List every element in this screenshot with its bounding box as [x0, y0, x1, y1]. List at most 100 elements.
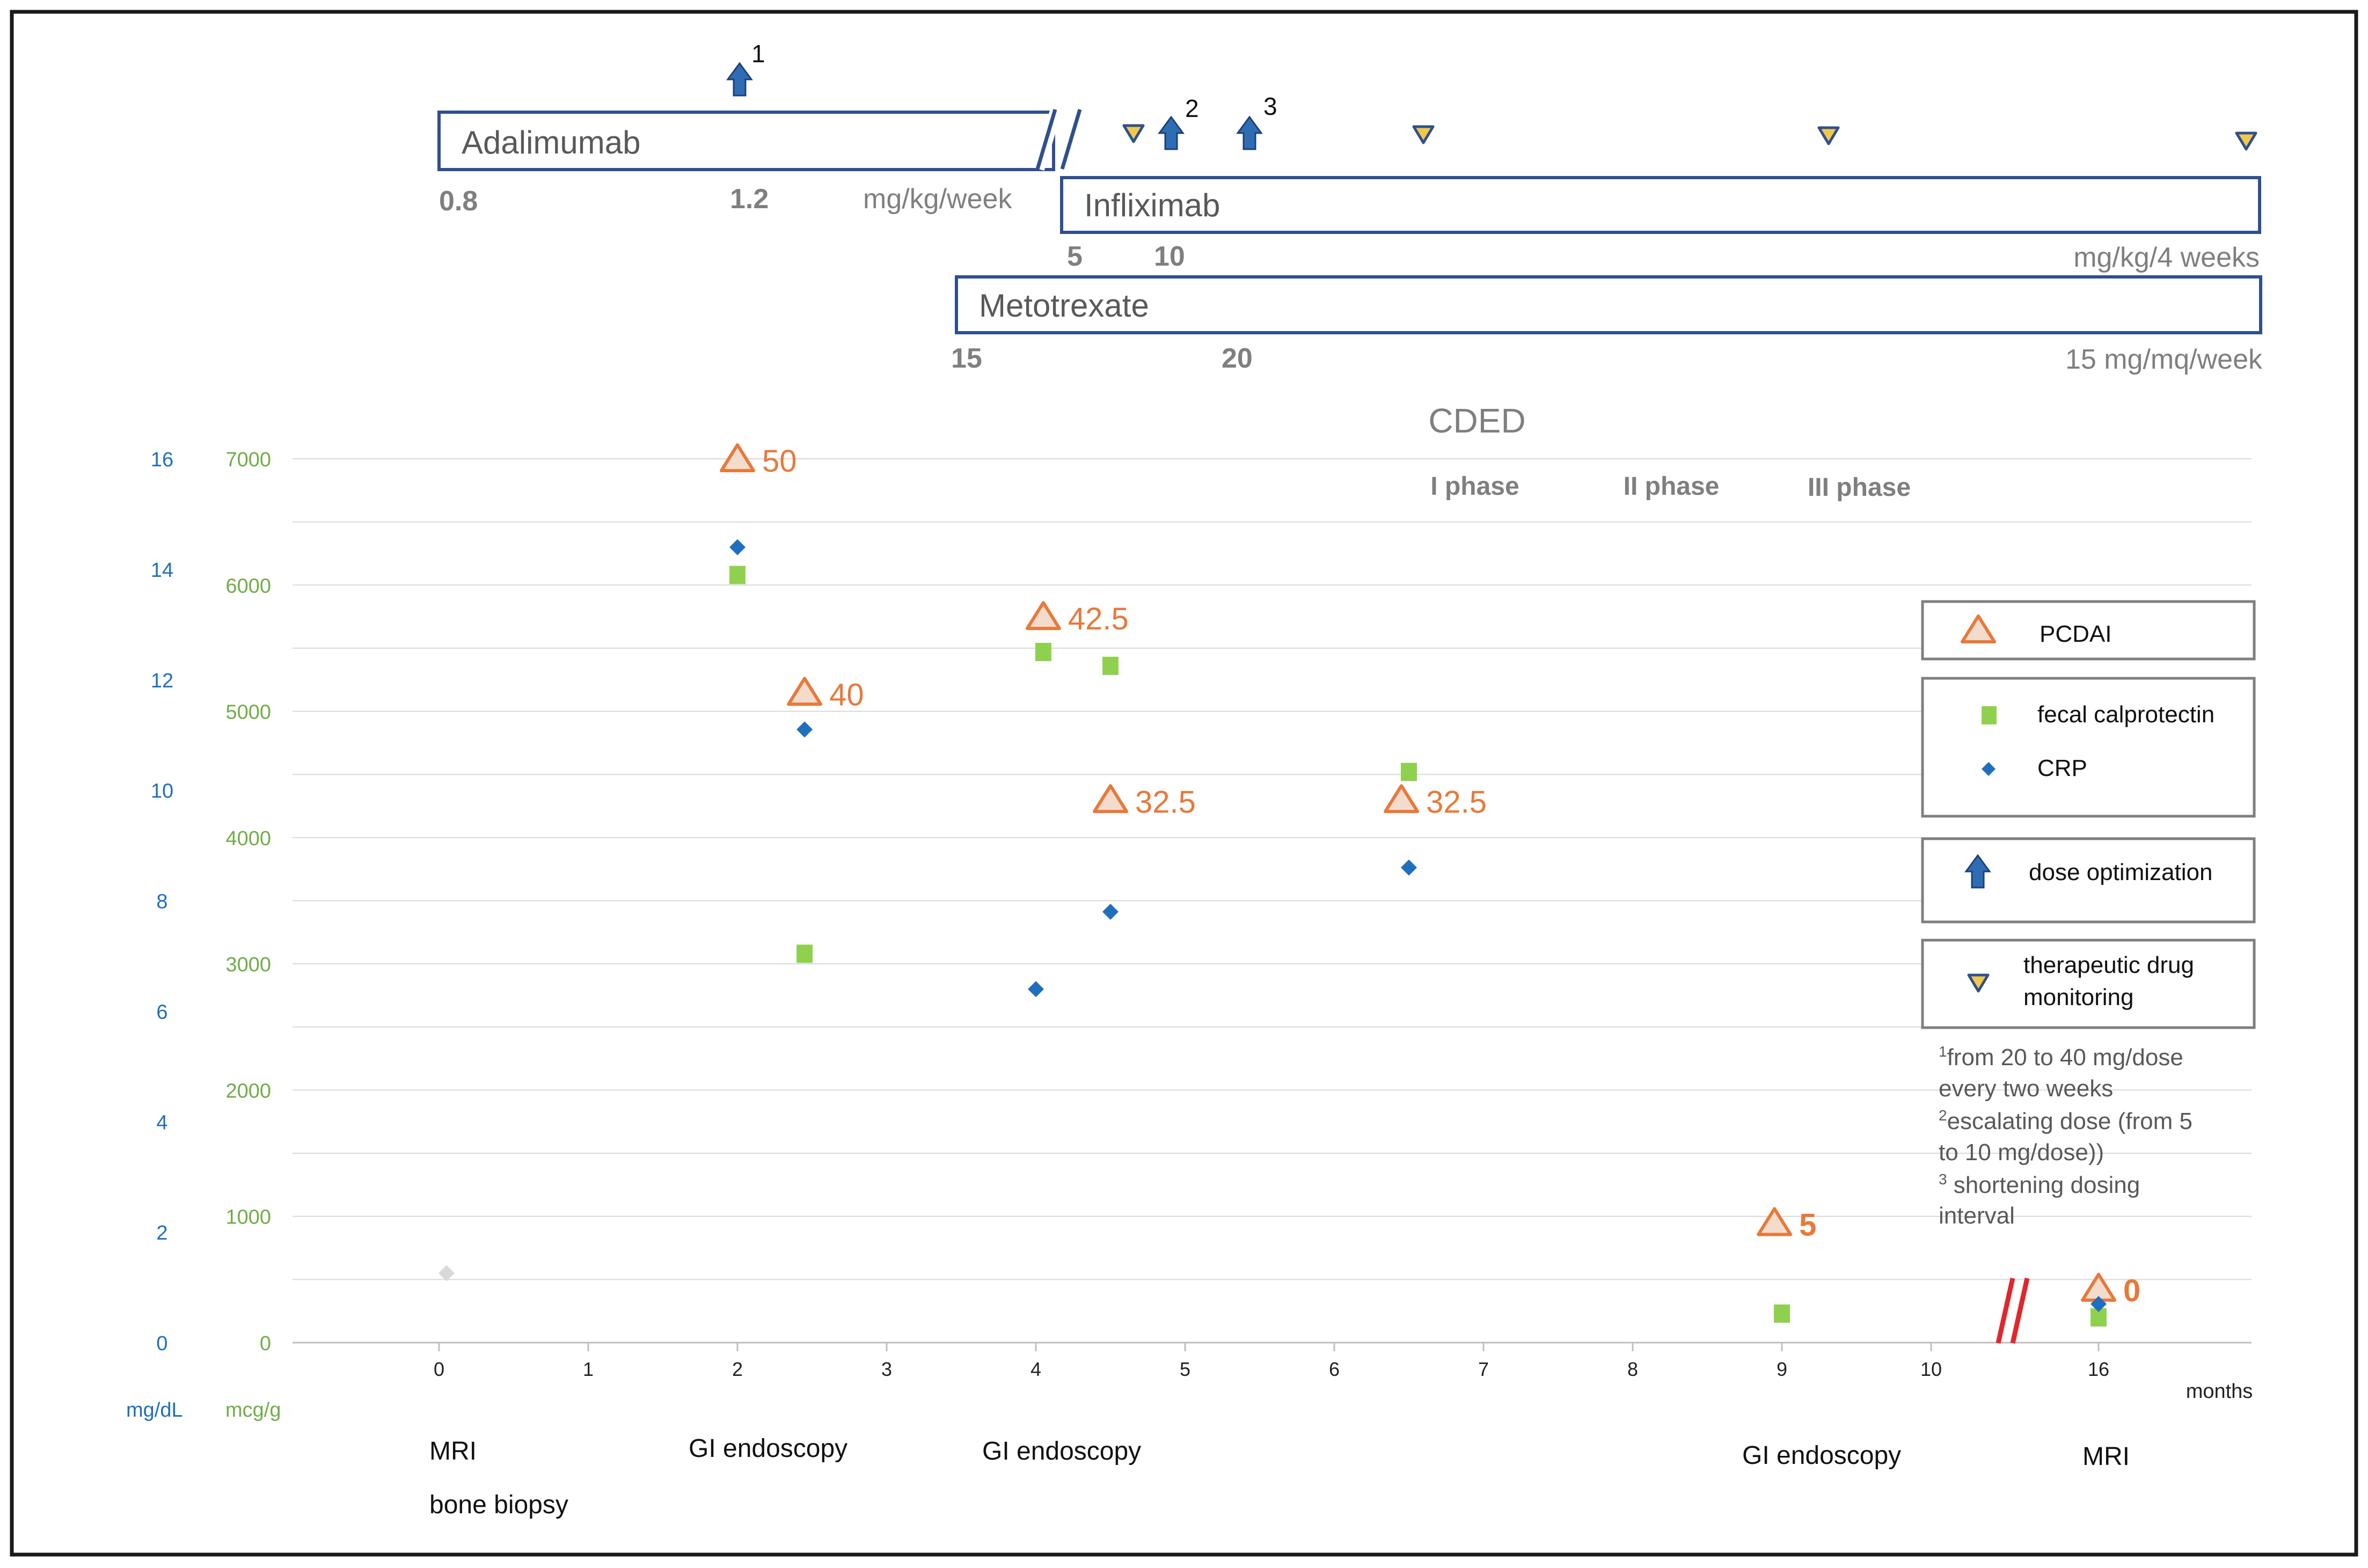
adalimumab-label: Adalimumab — [462, 124, 641, 160]
legend-tdm-label-line2: monitoring — [2023, 984, 2133, 1010]
footnotes: 1from 20 to 40 mg/dose every two weeks 2… — [1939, 1043, 2192, 1229]
pcdai-label: 0 — [2123, 1273, 2140, 1308]
timeline-break-marks — [1033, 107, 1082, 171]
x-tick-label: 16 — [2088, 1358, 2109, 1380]
x-tick-label: 8 — [1627, 1358, 1638, 1380]
pcdai-point — [1093, 784, 1128, 814]
x-tick-label: 1 — [583, 1358, 594, 1380]
crp-tick-label: 12 — [151, 670, 173, 692]
pcdai-label: 5 — [1799, 1207, 1816, 1242]
calprotectin-point — [796, 944, 813, 963]
pcdai-label: 32.5 — [1426, 785, 1487, 819]
crp-tick-label: 6 — [156, 1001, 167, 1023]
legend-tdm-label-line1: therapeutic drug — [2023, 952, 2194, 978]
adalimumab-unit: mg/kg/week — [863, 184, 1012, 215]
legend: PCDAI fecal calprotectin CRP dose optimi… — [1921, 600, 2256, 1029]
dose-optimization-arrow-2 — [1158, 116, 1184, 150]
calprotectin-point — [1035, 642, 1051, 661]
footnote-line-2: every two weeks — [1939, 1075, 2113, 1102]
cded-phase-1: I phase — [1430, 472, 1519, 501]
metotrexate-unit: 15 mg/mq/week — [2065, 344, 2263, 375]
dose-optimization-arrow-1 — [727, 62, 752, 97]
cded-title: CDED — [1428, 401, 1525, 440]
adalimumab-dose-optimized: 1.2 — [730, 184, 769, 215]
crp-tick-label: 16 — [151, 449, 173, 471]
legend-calprotectin-label: fecal calprotectin — [2037, 701, 2214, 728]
metotrexate-bar — [955, 275, 2262, 334]
cded-phase-3: III phase — [1808, 473, 1911, 502]
x-axis-label: months — [2186, 1380, 2253, 1403]
adalimumab-dose-start: 0.8 — [439, 186, 478, 217]
infliximab-dose-start: 5 — [1067, 241, 1083, 272]
pcdai-point — [1384, 784, 1420, 814]
calprotectin-tick-label: 0 — [260, 1332, 271, 1355]
calprotectin-tick-label: 5000 — [225, 701, 271, 724]
x-tick-label: 0 — [434, 1358, 444, 1380]
cded-diet: CDED I phase II phase III phase — [1428, 401, 1911, 502]
pcdai-point — [787, 677, 823, 706]
dose-optimization-number-1: 1 — [751, 40, 765, 68]
pcdai-point — [1025, 601, 1061, 631]
calprotectin-point — [729, 566, 746, 584]
legend-pcdai-icon — [1961, 614, 1996, 643]
calprotectin-tick-label: 1000 — [225, 1206, 271, 1229]
legend-box-labs — [1921, 677, 2256, 818]
legend-dose-optimization-label: dose optimization — [2029, 859, 2212, 885]
procedure-mri-first: MRI — [429, 1437, 477, 1466]
calprotectin-point — [1774, 1304, 1790, 1323]
treatment-timeline: Adalimumab 0.8 1.2 mg/kg/week Infliximab… — [437, 40, 2263, 375]
cded-phase-2: II phase — [1624, 472, 1720, 501]
x-axis-ticks: 0 1 2 3 4 5 6 7 8 9 10 16 — [434, 1343, 2109, 1380]
crp-tick-label: 2 — [156, 1222, 167, 1244]
calprotectin-tick-label: 6000 — [225, 575, 271, 597]
crp-point — [2091, 1295, 2107, 1312]
infliximab-bar — [1060, 176, 2261, 234]
legend-calprotectin-icon — [1982, 706, 1997, 724]
crp-point — [1102, 904, 1119, 920]
crp-tick-label: 0 — [156, 1332, 167, 1355]
crp-tick-label: 14 — [151, 559, 173, 582]
procedure-bone-biopsy: bone biopsy — [429, 1491, 568, 1519]
adalimumab-bar — [437, 111, 1055, 171]
infliximab-label: Infliximab — [1084, 187, 1220, 223]
metotrexate-dose-optimized: 20 — [1222, 343, 1253, 374]
crp-axis-unit: mg/dL — [126, 1399, 183, 1422]
x-tick-label: 4 — [1030, 1358, 1041, 1380]
procedure-gi-endoscopy-3: GI endoscopy — [1742, 1441, 1901, 1470]
procedure-gi-endoscopy-1: GI endoscopy — [689, 1434, 847, 1463]
pcdai-label: 32.5 — [1135, 785, 1196, 819]
calprotectin-tick-label: 4000 — [225, 827, 271, 850]
x-tick-label: 5 — [1180, 1358, 1190, 1380]
x-tick-label: 2 — [732, 1358, 743, 1380]
x-tick-label: 7 — [1478, 1358, 1489, 1380]
procedure-mri-last: MRI — [2082, 1442, 2130, 1471]
crp-point — [796, 721, 813, 738]
x-tick-label: 3 — [881, 1358, 892, 1380]
dose-optimization-arrow-3 — [1237, 116, 1262, 150]
calprotectin-point — [1102, 656, 1119, 675]
crp-point — [1028, 981, 1044, 998]
footnote-line-3: 2escalating dose (from 5 — [1939, 1107, 2192, 1134]
x-tick-label: 9 — [1777, 1358, 1787, 1380]
crp-point — [1401, 859, 1417, 876]
procedures: MRI bone biopsy GI endoscopy GI endoscop… — [429, 1434, 2130, 1519]
figure-frame — [10, 10, 2358, 1557]
infliximab-unit: mg/kg/4 weeks — [2073, 242, 2260, 273]
calprotectin-tick-label: 3000 — [225, 954, 271, 976]
x-axis-break — [1996, 1278, 2030, 1344]
calprotectin-point — [1401, 763, 1417, 781]
metotrexate-dose-start: 15 — [951, 343, 982, 374]
crp-axis-ticks: 0 2 4 6 8 10 12 14 16 — [151, 449, 173, 1355]
crp-tick-label: 10 — [151, 780, 173, 803]
tdm-marker-4 — [2237, 133, 2256, 149]
calprotectin-tick-label: 2000 — [225, 1080, 271, 1102]
dose-optimization-number-3: 3 — [1263, 92, 1277, 120]
x-tick-label: 6 — [1329, 1358, 1340, 1380]
footnote-line-4: to 10 mg/dose)) — [1939, 1139, 2104, 1166]
pcdai-label: 40 — [829, 677, 864, 712]
legend-crp-label: CRP — [2037, 755, 2087, 781]
legend-crp-icon — [1982, 762, 1996, 776]
crp-point — [729, 539, 746, 555]
